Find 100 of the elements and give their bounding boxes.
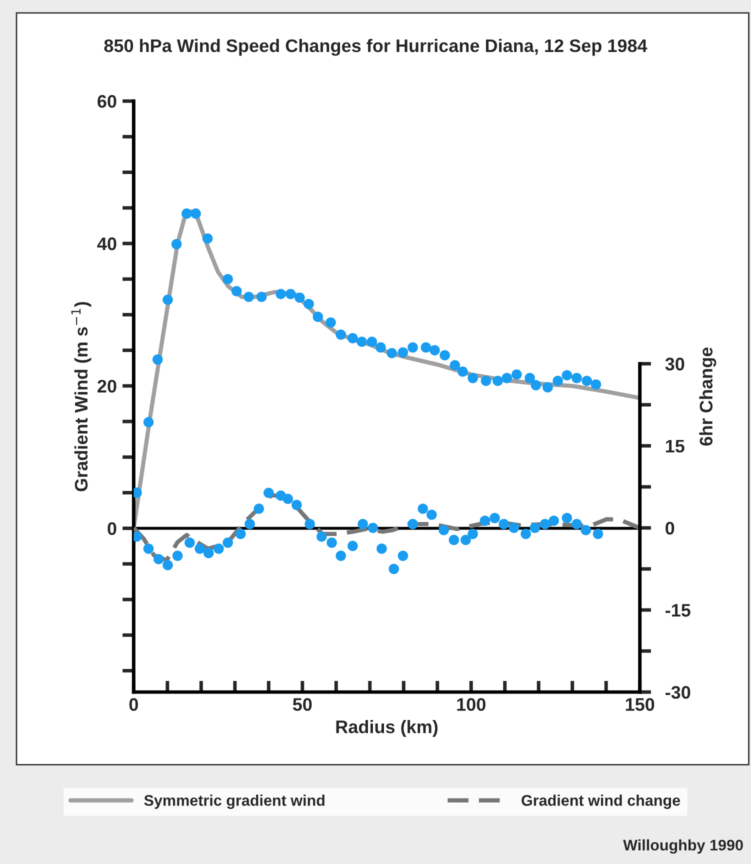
point xyxy=(184,538,195,548)
point xyxy=(530,380,542,390)
point xyxy=(492,376,503,386)
point xyxy=(368,522,378,534)
point xyxy=(590,379,602,390)
point xyxy=(214,544,224,554)
point xyxy=(490,512,500,524)
x-tick-label: 150 xyxy=(626,698,654,711)
point xyxy=(254,504,264,514)
point xyxy=(398,347,408,358)
point xyxy=(304,518,315,530)
point xyxy=(540,518,550,530)
chart-title: 850 hPa Wind Speed Changes for Hurricane Diana, 12 Sep 1984 xyxy=(104,38,648,56)
y-tick-label: 0 xyxy=(108,522,116,536)
point xyxy=(388,564,399,574)
point xyxy=(408,518,418,530)
point xyxy=(440,350,450,360)
point xyxy=(468,528,478,540)
point xyxy=(572,518,582,530)
y-tick-label: 40 xyxy=(97,237,116,250)
point xyxy=(222,274,233,284)
point xyxy=(312,312,324,322)
point xyxy=(448,534,460,546)
point xyxy=(562,512,572,524)
point xyxy=(426,510,437,520)
point xyxy=(256,292,267,302)
point xyxy=(244,518,255,530)
point xyxy=(480,516,490,526)
point xyxy=(348,333,358,344)
point xyxy=(358,518,368,530)
point xyxy=(162,560,173,570)
point xyxy=(316,532,327,542)
point xyxy=(194,544,205,554)
y2-tick-label: 15 xyxy=(666,440,684,453)
text: Willoughby 1990 xyxy=(623,839,743,854)
y2-axis-title: 6hr Change xyxy=(699,348,716,446)
point xyxy=(468,372,478,384)
point xyxy=(508,522,520,534)
point xyxy=(572,372,582,384)
point xyxy=(152,354,163,365)
point xyxy=(304,298,314,310)
point xyxy=(580,524,592,536)
point xyxy=(143,417,154,428)
y2-tick-label: 30 xyxy=(665,358,684,370)
point xyxy=(458,366,468,377)
point xyxy=(552,376,563,386)
point xyxy=(418,504,428,514)
point xyxy=(326,317,336,328)
point xyxy=(502,372,512,384)
point xyxy=(450,360,460,370)
point xyxy=(244,292,254,302)
point xyxy=(408,342,418,353)
point xyxy=(172,550,183,561)
point xyxy=(202,233,213,244)
point xyxy=(282,494,294,504)
point xyxy=(582,376,592,386)
point xyxy=(376,544,387,554)
x-tick-label: 0 xyxy=(129,698,138,711)
point xyxy=(294,292,305,303)
y-tick-label: 60 xyxy=(98,95,116,108)
y-axis-title: Gradient Wind (m s$^{−1}$) xyxy=(71,302,92,492)
point xyxy=(182,208,192,219)
point xyxy=(162,294,173,305)
point xyxy=(264,488,274,498)
point xyxy=(376,342,386,353)
point xyxy=(524,372,535,384)
point xyxy=(542,382,553,392)
point xyxy=(285,288,296,300)
point xyxy=(276,288,286,300)
legend-label: Symmetric gradient wind xyxy=(144,794,324,809)
point xyxy=(548,516,559,526)
point xyxy=(398,550,408,561)
point xyxy=(336,550,346,561)
point xyxy=(231,286,242,296)
point xyxy=(143,544,154,554)
point xyxy=(366,336,378,347)
point xyxy=(336,329,346,340)
x-axis-title: Radius (km) xyxy=(336,720,438,737)
point xyxy=(190,208,201,219)
point xyxy=(480,376,492,386)
point xyxy=(460,534,471,546)
point xyxy=(236,528,246,540)
point xyxy=(498,518,510,530)
y2-tick-label: 0 xyxy=(666,522,674,535)
point xyxy=(292,500,302,510)
point xyxy=(420,342,432,353)
point xyxy=(562,370,572,380)
point xyxy=(326,538,337,548)
point xyxy=(530,522,540,534)
point xyxy=(171,239,182,250)
legend-label: Gradient wind change xyxy=(522,794,680,809)
point xyxy=(520,528,531,540)
point xyxy=(386,348,397,358)
point xyxy=(203,548,214,558)
point xyxy=(512,369,522,380)
point xyxy=(356,336,367,347)
point xyxy=(154,554,164,564)
x-tick-label: 100 xyxy=(457,698,486,711)
point xyxy=(438,524,449,536)
point xyxy=(592,528,604,540)
